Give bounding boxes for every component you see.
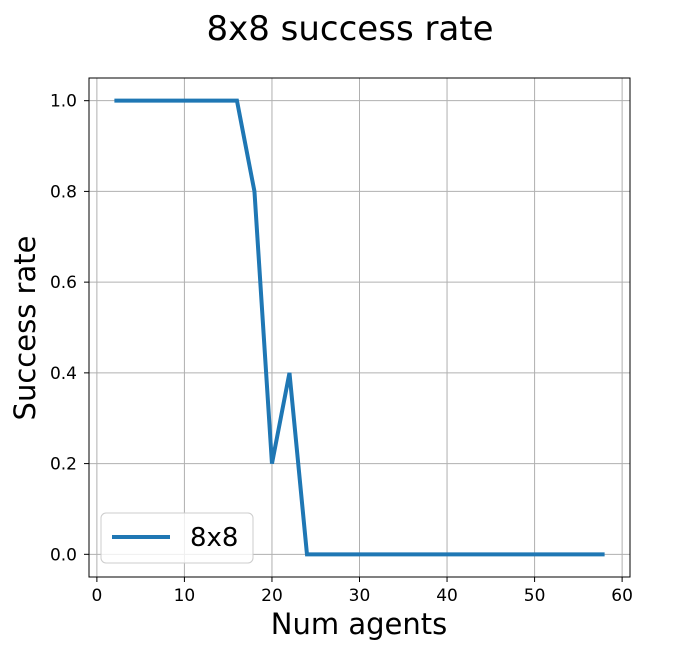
y-tick-label: 1.0 — [50, 92, 77, 112]
y-tick-label: 0.0 — [50, 545, 77, 565]
chart-title: 8x8 success rate — [206, 9, 493, 49]
y-axis: 0.0 0.2 0.4 0.6 0.8 1.0 — [50, 92, 89, 565]
legend: 8x8 — [100, 512, 254, 564]
x-axis-label: Num agents — [271, 607, 447, 641]
y-tick-label: 0.4 — [50, 364, 77, 384]
y-axis-label: Success rate — [8, 236, 42, 421]
x-tick-label: 20 — [261, 586, 283, 606]
grid — [89, 78, 630, 577]
legend-box — [100, 512, 254, 564]
y-tick-label: 0.6 — [50, 273, 77, 293]
x-tick-label: 40 — [436, 586, 458, 606]
series-layer — [114, 98, 605, 557]
x-tick-label: 60 — [611, 586, 633, 606]
y-tick-label: 0.2 — [50, 455, 77, 475]
x-tick-label: 50 — [524, 586, 546, 606]
x-tick-label: 30 — [349, 586, 371, 606]
x-tick-label: 10 — [174, 586, 196, 606]
series-line — [114, 98, 605, 557]
y-tick-label: 0.8 — [50, 182, 77, 202]
x-tick-label: 0 — [91, 586, 102, 606]
legend-label: 8x8 — [190, 523, 238, 553]
x-axis: 0 10 20 30 40 50 60 — [91, 577, 633, 606]
